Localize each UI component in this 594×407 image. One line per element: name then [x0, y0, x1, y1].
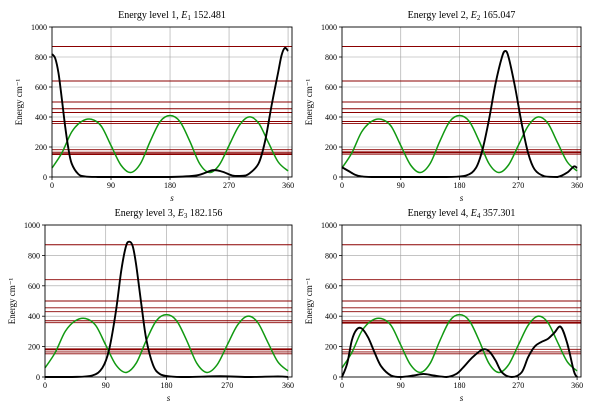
plot-frame — [44, 224, 293, 378]
x-tick-label: 0 — [50, 181, 54, 190]
energy-symbol: E — [470, 208, 477, 219]
title-text: Energy level 1, — [118, 10, 181, 21]
x-tick-label: 270 — [221, 381, 233, 390]
probability-curve — [45, 240, 289, 378]
y-tick-label: 600 — [325, 282, 337, 291]
y-axis-label: Energy cm⁻¹ — [7, 277, 17, 324]
x-tick-label: 90 — [397, 181, 405, 190]
y-tick-label: 200 — [325, 143, 337, 152]
panel-title: Energy level 4, E4 357.301 — [408, 208, 516, 220]
y-tick-label: 0 — [333, 373, 337, 382]
potential-curve — [341, 114, 578, 174]
panel-title: Energy level 3, E3 182.156 — [115, 208, 223, 220]
x-tick-label: 360 — [571, 181, 583, 190]
y-tick-label: 600 — [35, 83, 47, 92]
energy-symbol-subscript: 2 — [477, 14, 481, 22]
panel-title: Energy level 1, E1 152.481 — [118, 10, 226, 22]
x-tick-label: 180 — [454, 381, 466, 390]
y-tick-label: 0 — [36, 373, 40, 382]
y-tick-label: 600 — [28, 282, 40, 291]
potential-curve — [44, 313, 289, 374]
energy-symbol: E — [180, 10, 187, 21]
title-text: Energy level 3, — [115, 208, 178, 219]
probability-curve — [51, 46, 289, 178]
chart-panel-2: 0 90 180 270 360 0 200 400 600 800 1000 s Energy cm⁻… — [304, 10, 583, 203]
energy-symbol: E — [177, 208, 184, 219]
x-tick-label: 360 — [282, 181, 294, 190]
x-axis-label: s — [167, 393, 171, 403]
x-axis-label: s — [170, 193, 174, 203]
x-tick-label: 90 — [107, 181, 115, 190]
y-axis-label: Energy cm⁻¹ — [304, 78, 314, 125]
probability-curve — [341, 325, 578, 378]
chart-panel-4: 0 90 180 270 360 0 200 400 600 800 1000 s Energy cm⁻… — [304, 208, 583, 403]
y-tick-label: 200 — [28, 343, 40, 352]
y-tick-label: 800 — [28, 251, 40, 260]
energy-value: 182.156 — [187, 208, 222, 219]
y-tick-label: 400 — [325, 312, 337, 321]
x-tick-label: 270 — [512, 381, 524, 390]
plot-frame — [341, 224, 582, 378]
y-tick-label: 800 — [35, 53, 47, 62]
potential-curve — [341, 313, 578, 374]
y-tick-label: 1000 — [321, 221, 337, 230]
chart-panel-1: 0 90 180 270 360 0 200 400 600 800 1000 s Energy cm⁻… — [14, 10, 294, 203]
energy-symbol-subscript: 3 — [184, 212, 188, 220]
x-tick-label: 180 — [160, 381, 172, 390]
energy-symbol-subscript: 1 — [187, 14, 191, 22]
y-tick-label: 400 — [28, 312, 40, 321]
x-tick-label: 270 — [512, 181, 524, 190]
y-axis-label: Energy cm⁻¹ — [304, 277, 314, 324]
x-axis-label: s — [460, 193, 464, 203]
x-tick-label: 360 — [571, 381, 583, 390]
energy-value: 357.301 — [480, 208, 515, 219]
y-tick-label: 200 — [325, 343, 337, 352]
y-tick-label: 1000 — [321, 23, 337, 32]
plot-frame — [51, 26, 293, 178]
y-tick-label: 800 — [325, 251, 337, 260]
y-tick-label: 400 — [325, 113, 337, 122]
energy-value: 165.047 — [480, 10, 515, 21]
panel-title: Energy level 2, E2 165.047 — [408, 10, 516, 22]
plot-frame — [341, 26, 582, 178]
y-tick-label: 200 — [35, 143, 47, 152]
x-axis-label: s — [460, 393, 464, 403]
chart-panel-3: 0 90 180 270 360 0 200 400 600 800 1000 s Energy cm⁻… — [7, 208, 294, 403]
x-tick-label: 0 — [43, 381, 47, 390]
y-tick-label: 0 — [333, 173, 337, 182]
x-tick-label: 180 — [164, 181, 176, 190]
y-tick-label: 800 — [325, 53, 337, 62]
energy-value: 152.481 — [191, 10, 226, 21]
energy-symbol-subscript: 4 — [477, 212, 481, 220]
y-tick-label: 0 — [43, 173, 47, 182]
x-tick-label: 90 — [102, 381, 110, 390]
x-tick-label: 0 — [340, 381, 344, 390]
y-tick-label: 1000 — [24, 221, 40, 230]
y-tick-label: 600 — [325, 83, 337, 92]
y-tick-label: 400 — [35, 113, 47, 122]
x-tick-label: 270 — [223, 181, 235, 190]
x-tick-label: 0 — [340, 181, 344, 190]
y-tick-label: 1000 — [31, 23, 47, 32]
x-tick-label: 180 — [454, 181, 466, 190]
x-tick-label: 360 — [282, 381, 294, 390]
potential-curve — [51, 114, 289, 174]
y-axis-label: Energy cm⁻¹ — [14, 78, 24, 125]
title-text: Energy level 2, — [408, 10, 471, 21]
title-text: Energy level 4, — [408, 208, 471, 219]
x-tick-label: 90 — [397, 381, 405, 390]
energy-symbol: E — [470, 10, 477, 21]
